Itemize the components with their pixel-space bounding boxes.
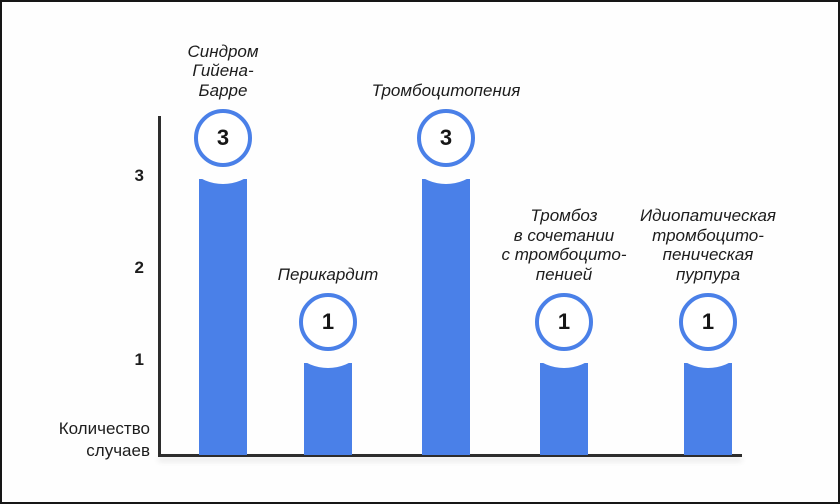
category-label-line: пенией <box>535 264 593 284</box>
category-label-line: в сочетании <box>513 225 615 245</box>
category-label-line: Тромбоцитопения <box>371 80 521 100</box>
value-label: 1 <box>557 309 571 334</box>
value-circle: 3 <box>417 109 475 167</box>
category-label: Тромбоцитопения <box>372 81 521 101</box>
category-label-line: Синдром <box>187 41 259 61</box>
category-label: Идиопатическая тромбоцито-пеническая пурпу… <box>640 206 776 284</box>
value-label: 3 <box>216 125 230 150</box>
bar <box>199 179 247 455</box>
y-axis-line <box>158 116 161 455</box>
category-label: Синдром Гийена- Барре <box>187 42 258 101</box>
category-label: Перикардит <box>278 265 379 285</box>
category-label-line: тромбоцито- <box>652 225 764 245</box>
y-axis-title-line1: Количество <box>58 419 150 438</box>
y-tick-label: 2 <box>134 258 144 277</box>
y-axis-title: Количество случаев <box>32 418 150 462</box>
value-label: 1 <box>321 309 335 334</box>
bar <box>540 363 588 455</box>
y-tick-label: 3 <box>134 166 144 185</box>
category-label-line: с тромбоцито- <box>501 245 627 264</box>
value-circle: 1 <box>679 293 737 351</box>
category-label-line: пурпура <box>675 264 741 284</box>
y-axis-title-line2: случаев <box>86 441 150 460</box>
value-label: 1 <box>701 309 715 334</box>
y-tick-label: 1 <box>134 350 144 369</box>
category-label-line: Тромбоз <box>530 206 598 225</box>
category-label-line: Барре <box>198 80 248 100</box>
value-circle: 1 <box>299 293 357 351</box>
value-label: 3 <box>439 125 453 150</box>
category-label-line: пеническая <box>662 245 754 264</box>
category-label: Тромбоз в сочетании с тромбоцито-пенией <box>501 206 626 284</box>
value-circle: 1 <box>535 293 593 351</box>
category-label-line: Перикардит <box>277 264 379 284</box>
value-circle: 3 <box>194 109 252 167</box>
x-axis-line <box>158 454 742 457</box>
bar <box>422 179 470 455</box>
bar <box>684 363 732 455</box>
category-label-line: Гийена- <box>192 61 254 80</box>
bar <box>304 363 352 455</box>
category-label-line: Идиопатическая <box>639 206 777 225</box>
